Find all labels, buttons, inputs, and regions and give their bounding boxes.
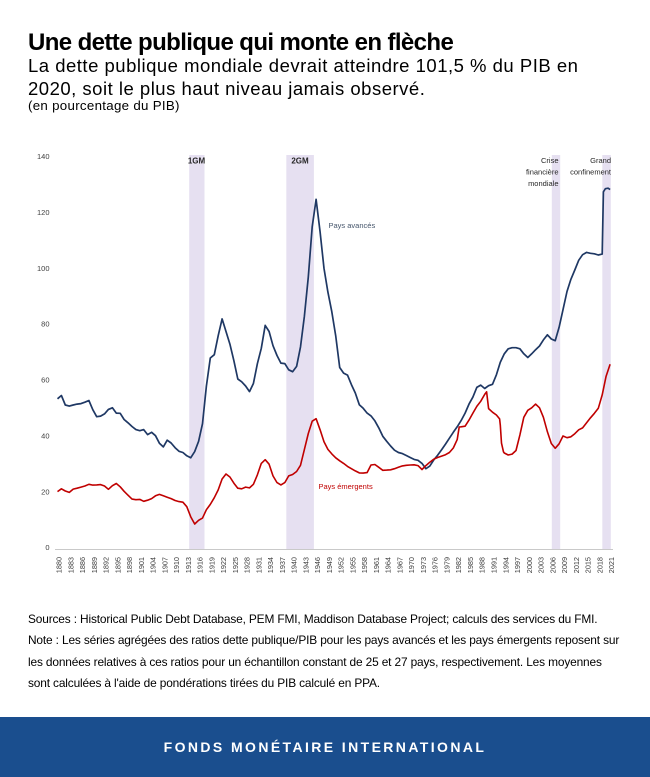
svg-text:2021: 2021 xyxy=(607,557,616,573)
svg-text:1886: 1886 xyxy=(78,557,87,573)
svg-text:1901: 1901 xyxy=(137,557,146,573)
svg-text:1913: 1913 xyxy=(184,557,193,573)
svg-text:1GM: 1GM xyxy=(188,157,206,166)
svg-text:2GM: 2GM xyxy=(291,157,309,166)
svg-text:Grand: Grand xyxy=(590,156,611,165)
svg-text:80: 80 xyxy=(41,320,49,329)
svg-text:1907: 1907 xyxy=(160,557,169,573)
svg-text:1934: 1934 xyxy=(266,557,275,573)
svg-text:1931: 1931 xyxy=(254,557,263,573)
svg-text:1892: 1892 xyxy=(102,557,111,573)
svg-text:financière: financière xyxy=(526,168,559,177)
svg-text:2018: 2018 xyxy=(595,557,604,573)
svg-text:1895: 1895 xyxy=(113,557,122,573)
svg-text:120: 120 xyxy=(37,208,50,217)
svg-text:1976: 1976 xyxy=(431,557,440,573)
svg-text:Crise: Crise xyxy=(541,156,559,165)
svg-text:1982: 1982 xyxy=(454,557,463,573)
svg-text:1919: 1919 xyxy=(207,557,216,573)
svg-text:1973: 1973 xyxy=(419,557,428,573)
svg-text:1880: 1880 xyxy=(55,557,64,573)
svg-text:1916: 1916 xyxy=(196,557,205,573)
svg-text:1922: 1922 xyxy=(219,557,228,573)
svg-text:1970: 1970 xyxy=(407,557,416,573)
svg-text:1949: 1949 xyxy=(325,557,334,573)
svg-text:1910: 1910 xyxy=(172,557,181,573)
svg-text:1964: 1964 xyxy=(384,557,393,573)
svg-text:100: 100 xyxy=(37,264,50,273)
svg-text:confinement: confinement xyxy=(570,168,612,177)
svg-text:Pays avancés: Pays avancés xyxy=(329,221,376,230)
svg-text:1928: 1928 xyxy=(243,557,252,573)
svg-text:2015: 2015 xyxy=(584,557,593,573)
svg-text:1997: 1997 xyxy=(513,557,522,573)
svg-text:1952: 1952 xyxy=(337,557,346,573)
svg-text:1889: 1889 xyxy=(90,557,99,573)
svg-text:mondiale: mondiale xyxy=(528,179,558,188)
svg-text:1991: 1991 xyxy=(490,557,499,573)
svg-text:1904: 1904 xyxy=(149,557,158,573)
svg-text:20: 20 xyxy=(41,487,49,496)
svg-text:1925: 1925 xyxy=(231,557,240,573)
svg-text:1898: 1898 xyxy=(125,557,134,573)
svg-text:140: 140 xyxy=(37,152,50,161)
svg-text:0: 0 xyxy=(45,543,49,552)
svg-text:2012: 2012 xyxy=(572,557,581,573)
svg-text:1988: 1988 xyxy=(478,557,487,573)
svg-text:1985: 1985 xyxy=(466,557,475,573)
svg-text:1961: 1961 xyxy=(372,557,381,573)
svg-text:1943: 1943 xyxy=(301,557,310,573)
svg-text:60: 60 xyxy=(41,376,49,385)
svg-text:1967: 1967 xyxy=(395,557,404,573)
svg-text:40: 40 xyxy=(41,432,49,441)
svg-text:1979: 1979 xyxy=(443,557,452,573)
svg-text:2006: 2006 xyxy=(548,557,557,573)
svg-text:1883: 1883 xyxy=(66,557,75,573)
svg-text:1955: 1955 xyxy=(348,557,357,573)
svg-text:2003: 2003 xyxy=(537,557,546,573)
svg-text:1937: 1937 xyxy=(278,557,287,573)
svg-text:2009: 2009 xyxy=(560,557,569,573)
svg-text:1994: 1994 xyxy=(501,557,510,573)
svg-text:1958: 1958 xyxy=(360,557,369,573)
svg-text:Pays émergents: Pays émergents xyxy=(319,482,373,491)
svg-text:1940: 1940 xyxy=(290,557,299,573)
svg-text:1946: 1946 xyxy=(313,557,322,573)
svg-text:2000: 2000 xyxy=(525,557,534,573)
